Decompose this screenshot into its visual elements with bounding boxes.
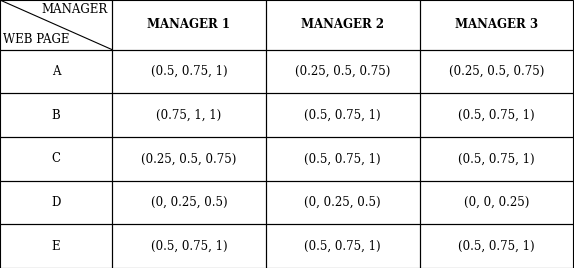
Bar bbox=[420, 137, 573, 181]
Text: (0, 0.25, 0.5): (0, 0.25, 0.5) bbox=[304, 196, 381, 209]
Bar bbox=[112, 137, 266, 181]
Bar bbox=[112, 93, 266, 137]
Text: MANAGER 1: MANAGER 1 bbox=[148, 18, 230, 31]
Bar bbox=[112, 224, 266, 268]
Bar bbox=[0, 224, 112, 268]
Text: (0, 0.25, 0.5): (0, 0.25, 0.5) bbox=[150, 196, 227, 209]
Bar bbox=[0, 0, 112, 50]
Text: B: B bbox=[52, 109, 60, 122]
Bar bbox=[112, 181, 266, 224]
Bar bbox=[112, 50, 266, 93]
Bar bbox=[0, 50, 112, 93]
Text: (0.5, 0.75, 1): (0.5, 0.75, 1) bbox=[150, 240, 227, 253]
Text: C: C bbox=[52, 152, 60, 165]
Bar bbox=[112, 0, 266, 50]
Text: (0.5, 0.75, 1): (0.5, 0.75, 1) bbox=[304, 152, 381, 165]
Bar bbox=[420, 93, 573, 137]
Text: MANAGER 2: MANAGER 2 bbox=[301, 18, 384, 31]
Bar bbox=[420, 224, 573, 268]
Text: E: E bbox=[52, 240, 60, 253]
Bar bbox=[0, 137, 112, 181]
Text: WEB PAGE: WEB PAGE bbox=[3, 33, 69, 46]
Text: (0.25, 0.5, 0.75): (0.25, 0.5, 0.75) bbox=[295, 65, 390, 78]
Bar bbox=[266, 93, 420, 137]
Bar bbox=[266, 50, 420, 93]
Text: (0.75, 1, 1): (0.75, 1, 1) bbox=[156, 109, 222, 122]
Text: D: D bbox=[51, 196, 61, 209]
Text: MANAGER 3: MANAGER 3 bbox=[455, 18, 538, 31]
Bar bbox=[0, 181, 112, 224]
Bar bbox=[0, 93, 112, 137]
Text: A: A bbox=[52, 65, 60, 78]
Bar bbox=[420, 50, 573, 93]
Text: (0.25, 0.5, 0.75): (0.25, 0.5, 0.75) bbox=[449, 65, 544, 78]
Text: (0, 0, 0.25): (0, 0, 0.25) bbox=[464, 196, 529, 209]
Text: (0.5, 0.75, 1): (0.5, 0.75, 1) bbox=[458, 152, 535, 165]
Text: MANAGER: MANAGER bbox=[41, 3, 107, 16]
Text: (0.5, 0.75, 1): (0.5, 0.75, 1) bbox=[150, 65, 227, 78]
Text: (0.5, 0.75, 1): (0.5, 0.75, 1) bbox=[458, 109, 535, 122]
Bar bbox=[420, 0, 573, 50]
Bar bbox=[266, 0, 420, 50]
Bar bbox=[266, 137, 420, 181]
Text: (0.25, 0.5, 0.75): (0.25, 0.5, 0.75) bbox=[141, 152, 236, 165]
Text: (0.5, 0.75, 1): (0.5, 0.75, 1) bbox=[304, 240, 381, 253]
Text: (0.5, 0.75, 1): (0.5, 0.75, 1) bbox=[304, 109, 381, 122]
Bar bbox=[266, 181, 420, 224]
Bar bbox=[266, 224, 420, 268]
Bar bbox=[420, 181, 573, 224]
Text: (0.5, 0.75, 1): (0.5, 0.75, 1) bbox=[458, 240, 535, 253]
